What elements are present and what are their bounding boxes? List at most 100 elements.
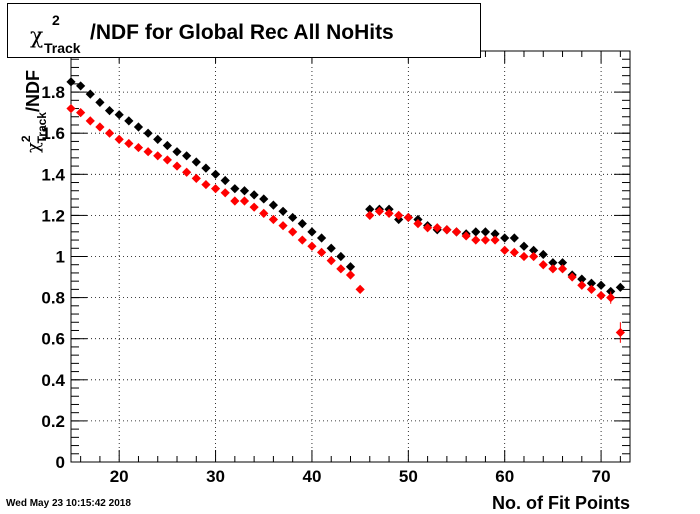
data-point xyxy=(133,142,144,153)
data-point xyxy=(162,155,172,165)
data-point xyxy=(191,157,201,167)
data-point xyxy=(519,251,529,262)
data-point xyxy=(336,251,346,262)
data-point xyxy=(249,190,259,200)
data-point xyxy=(239,196,250,206)
data-point xyxy=(288,212,298,223)
plot-frame xyxy=(70,50,631,463)
data-point xyxy=(182,151,192,161)
data-point xyxy=(394,210,404,220)
data-point xyxy=(326,256,336,266)
data-point xyxy=(567,272,577,282)
data-point xyxy=(316,233,327,243)
axis-ticks xyxy=(71,50,630,463)
data-point xyxy=(259,194,269,204)
y-tick-label: 1 xyxy=(56,248,65,267)
y-tick-label: 0.8 xyxy=(41,289,65,308)
data-point xyxy=(268,214,278,225)
data-point xyxy=(365,210,375,220)
data-point xyxy=(66,103,76,114)
data-point xyxy=(133,122,144,132)
title-subscript: Track xyxy=(44,40,81,56)
data-point xyxy=(538,260,548,270)
data-point xyxy=(104,105,115,116)
data-point xyxy=(432,223,442,233)
data-point xyxy=(85,116,95,126)
data-point xyxy=(124,116,134,126)
data-point xyxy=(615,327,625,338)
data-point xyxy=(548,264,558,274)
data-point xyxy=(471,227,481,237)
x-tick-label: 50 xyxy=(399,467,418,486)
data-point xyxy=(557,264,568,274)
y-tick-label: 0.4 xyxy=(41,371,65,390)
data-point xyxy=(490,235,500,245)
data-point xyxy=(278,206,288,216)
data-point xyxy=(220,188,230,198)
data-point xyxy=(413,219,423,229)
data-point xyxy=(529,251,539,262)
data-series xyxy=(66,77,625,343)
tick-labels: 00.20.40.60.811.21.41.61.82203040506070 xyxy=(41,42,610,486)
data-point xyxy=(586,284,597,294)
x-tick-label: 20 xyxy=(110,467,129,486)
y-axis-label: χ2 Track/NDF xyxy=(19,70,49,153)
timestamp: Wed May 23 10:15:42 2018 xyxy=(6,498,131,509)
data-point xyxy=(461,231,471,241)
data-point xyxy=(557,258,568,268)
data-point xyxy=(480,227,491,237)
x-tick-label: 30 xyxy=(206,467,225,486)
data-point xyxy=(66,77,76,87)
data-point xyxy=(423,223,433,233)
data-point xyxy=(249,202,259,212)
data-point xyxy=(182,167,192,177)
data-point xyxy=(336,264,346,274)
data-point xyxy=(316,247,327,257)
data-point xyxy=(76,108,86,118)
y-tick-label: 0.6 xyxy=(41,330,65,349)
data-point xyxy=(307,241,317,251)
grid-lines xyxy=(71,51,630,462)
data-point xyxy=(95,97,105,107)
data-point xyxy=(471,235,481,245)
data-point xyxy=(403,212,413,223)
data-point xyxy=(596,290,606,301)
title-superscript: 2 xyxy=(52,12,60,28)
data-point xyxy=(162,140,172,151)
data-point xyxy=(577,280,587,290)
data-point xyxy=(374,206,385,216)
x-tick-label: 60 xyxy=(495,467,514,486)
data-point xyxy=(143,147,153,157)
y-axis-label-main: χ2 Track/NDF xyxy=(19,70,49,153)
y-tick-label: 0.2 xyxy=(41,412,65,431)
data-point xyxy=(259,208,269,218)
data-point xyxy=(490,229,500,239)
data-point xyxy=(191,173,201,184)
data-point xyxy=(500,245,510,255)
data-point xyxy=(153,134,163,144)
data-point xyxy=(201,179,211,190)
data-point xyxy=(548,258,558,268)
data-point xyxy=(239,186,250,196)
data-point xyxy=(172,161,182,171)
data-point xyxy=(172,147,182,157)
data-point xyxy=(355,284,365,294)
data-point xyxy=(288,227,298,237)
data-point xyxy=(220,175,230,186)
data-point xyxy=(230,196,240,206)
data-point xyxy=(201,163,211,173)
data-point xyxy=(114,134,124,144)
data-point xyxy=(577,274,587,284)
data-point xyxy=(297,235,307,245)
data-point xyxy=(210,169,221,179)
data-point xyxy=(586,278,597,288)
series-1 xyxy=(66,77,625,297)
data-point xyxy=(326,243,336,253)
data-point xyxy=(95,122,105,132)
data-point xyxy=(76,81,86,91)
data-point xyxy=(345,270,356,280)
chart-title: χ 2 Track /NDF for Global Rec All NoHits xyxy=(30,12,394,56)
data-point xyxy=(442,225,452,235)
data-point xyxy=(509,233,519,243)
